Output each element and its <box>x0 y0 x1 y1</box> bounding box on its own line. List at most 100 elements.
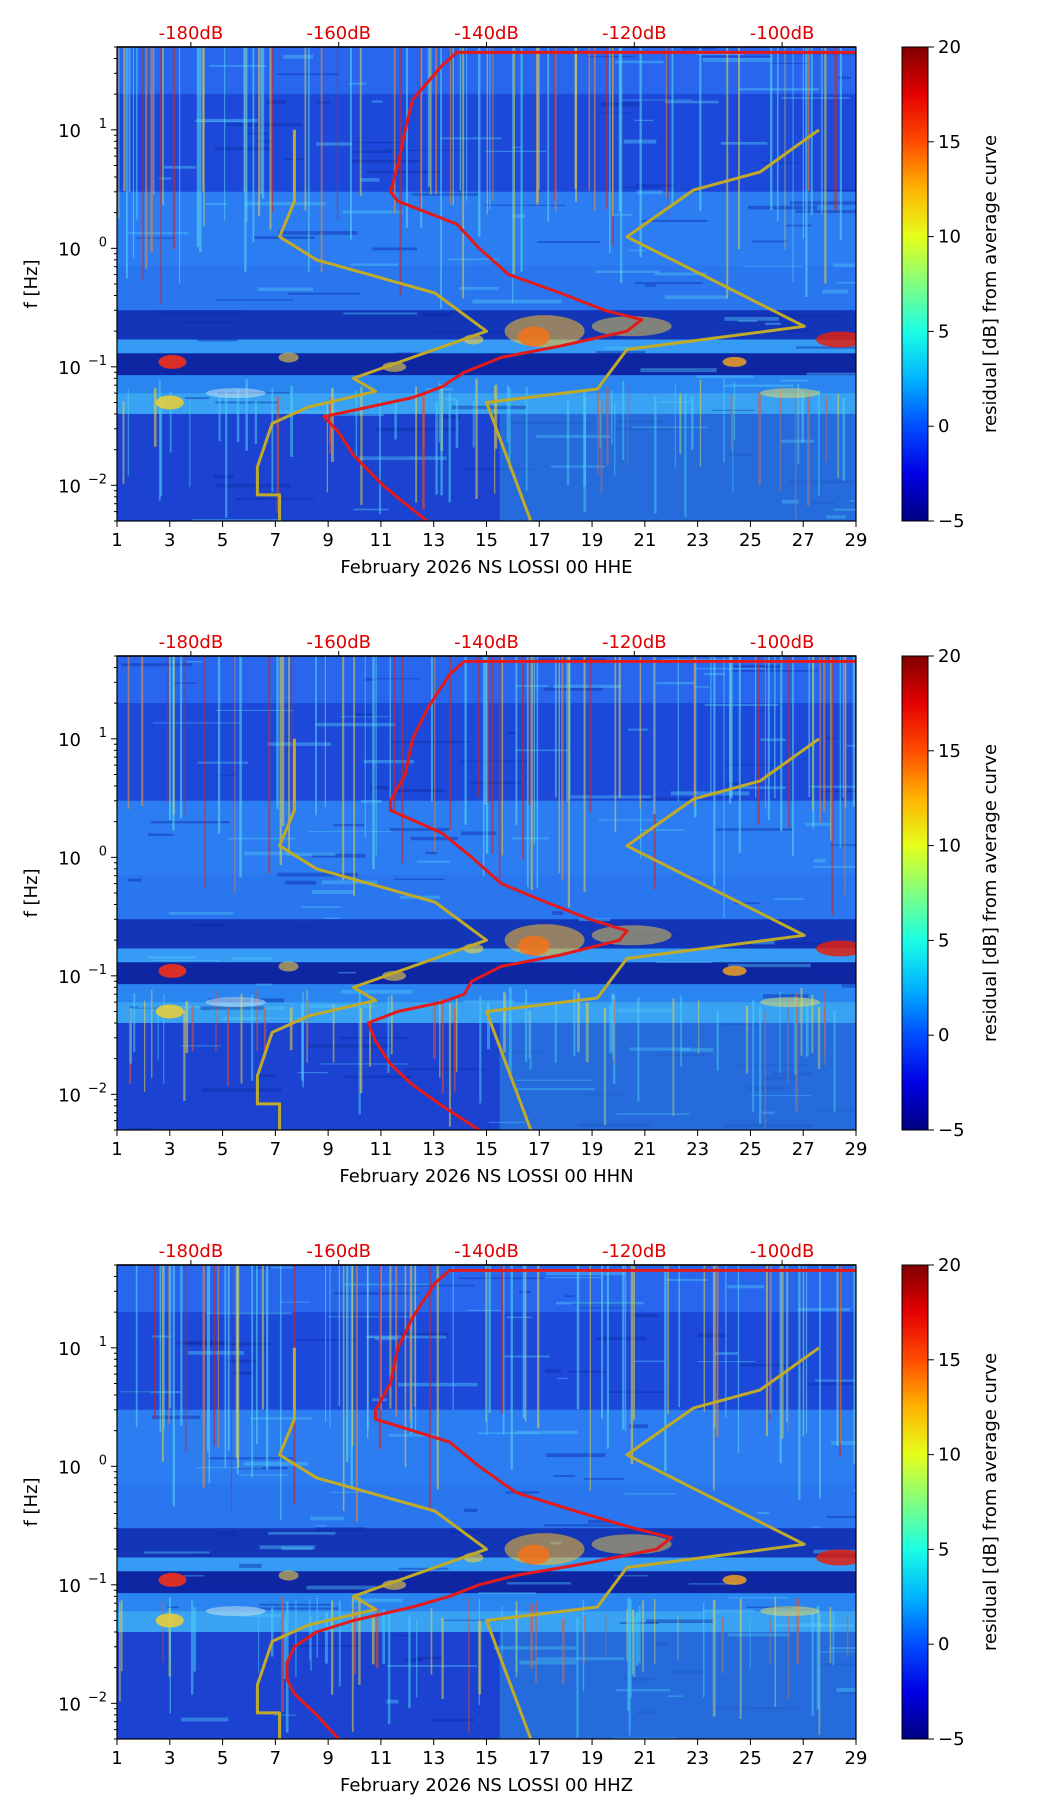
spectrogram-streak <box>615 1689 671 1692</box>
spectrogram-streak <box>389 741 469 744</box>
spectrogram-streak <box>410 836 458 841</box>
top-axis-label: -120dB <box>602 1241 667 1262</box>
spectrogram-streak <box>720 141 768 145</box>
storm-blob <box>591 1534 672 1555</box>
spectrogram-band <box>499 413 856 521</box>
transient-line <box>633 1265 635 1420</box>
nlnm-curve <box>255 1347 488 1739</box>
transient-line <box>244 47 247 272</box>
spectrogram-streak <box>578 1123 651 1127</box>
spectrogram-streak <box>583 1478 624 1480</box>
y-tick-base: 10 <box>58 1694 81 1715</box>
transient-line <box>419 47 421 208</box>
spectrogram-streak <box>250 1417 313 1420</box>
colorbar-label: residual [dB] from average curve <box>980 1353 1001 1651</box>
transient-line <box>554 1001 557 1063</box>
spectrogram-streak <box>697 1333 727 1338</box>
transient-line <box>582 1599 585 1692</box>
spectrogram-streak <box>478 1592 537 1595</box>
transient-line <box>283 1617 287 1680</box>
transient-line <box>266 1265 269 1470</box>
spectrogram-streak <box>637 1711 658 1715</box>
spectrogram-streak <box>150 821 230 824</box>
x-tick-label: 1 <box>111 1748 122 1769</box>
transient-line <box>817 1007 821 1069</box>
transient-line <box>125 47 128 279</box>
spectrogram-streak <box>226 1359 258 1363</box>
spectrogram-streak <box>715 828 793 831</box>
spectrogram-streak <box>330 1491 375 1493</box>
spectrogram-streak <box>595 270 660 273</box>
spectrogram-streak <box>747 205 818 210</box>
transient-line <box>281 656 285 827</box>
transient-line <box>485 1265 487 1422</box>
transient-line <box>180 1265 183 1426</box>
spectrogram-streak <box>680 1047 714 1052</box>
transient-line <box>730 394 733 450</box>
colorbar: −5 0 5 10 15 20 residual [dB] from average cur… <box>901 646 1001 1141</box>
spectrogram-streak <box>201 1088 282 1092</box>
spectrogram-streak <box>374 678 420 680</box>
spectrogram-streak <box>310 1516 344 1521</box>
transient-line <box>225 392 228 518</box>
transient-line <box>378 1265 382 1450</box>
y-tick-base: 10 <box>58 358 81 379</box>
spectrogram-streak <box>244 851 290 856</box>
y-tick-base: 10 <box>58 730 81 751</box>
transient-line <box>202 1265 205 1488</box>
transient-line <box>825 395 827 462</box>
x-tick-label: 25 <box>739 1139 762 1160</box>
x-tick-label: 23 <box>686 530 709 551</box>
transient-line <box>268 656 271 874</box>
transient-line <box>501 656 504 856</box>
transient-line <box>622 381 625 460</box>
spectrogram-streak <box>316 142 352 146</box>
spectrogram-streak <box>727 1285 765 1289</box>
spectrogram-streak <box>257 287 314 291</box>
spectrogram-streak <box>765 322 781 326</box>
spectrogram-streak <box>507 1582 571 1585</box>
spectrogram-band <box>117 1631 856 1739</box>
transient-line <box>745 1006 749 1074</box>
spectrogram-streak <box>404 1067 485 1071</box>
spectrogram-streak <box>360 800 382 803</box>
storm-blob <box>591 925 672 946</box>
spectrogram-streak <box>550 465 606 468</box>
transient-line <box>665 47 667 198</box>
transient-line <box>732 396 734 493</box>
spectrogram-streak <box>730 669 818 672</box>
spectrogram-streak <box>268 1531 336 1535</box>
transient-line <box>853 1265 856 1464</box>
top-axis-label: -180dB <box>159 1241 224 1262</box>
spectrogram-streak <box>667 1695 684 1698</box>
spectrogram-streak <box>144 1551 210 1554</box>
storm-blob <box>816 331 856 348</box>
spectrogram-streak <box>324 917 340 920</box>
x-tick-label: 17 <box>528 1139 551 1160</box>
transient-line <box>693 656 696 807</box>
transient-line <box>394 402 397 440</box>
y-tick-exponent: −2 <box>88 1690 107 1705</box>
spectrogram-streak <box>674 1670 703 1674</box>
spectrogram-streak <box>192 923 225 927</box>
transient-line <box>279 656 282 866</box>
spectrogram-streak <box>826 1516 856 1518</box>
transient-line <box>671 47 674 206</box>
top-axis-label: -140dB <box>454 1241 519 1262</box>
x-tick-label: 15 <box>475 530 498 551</box>
spectrogram-streak <box>388 1433 436 1437</box>
transient-line <box>755 656 757 798</box>
spectrogram-streak <box>360 178 380 182</box>
transient-line <box>389 1265 392 1409</box>
transient-line <box>153 47 155 195</box>
transient-line <box>227 1265 230 1451</box>
x-tick-label: 7 <box>270 1748 281 1769</box>
transient-line <box>369 1000 371 1067</box>
y-tick-base: 10 <box>58 848 81 869</box>
transient-line <box>833 1010 836 1112</box>
transient-line <box>191 1599 194 1695</box>
transient-line <box>295 1599 297 1678</box>
transient-line <box>449 656 452 831</box>
spectrogram-streak <box>208 1006 285 1010</box>
transient-line <box>345 1265 349 1462</box>
